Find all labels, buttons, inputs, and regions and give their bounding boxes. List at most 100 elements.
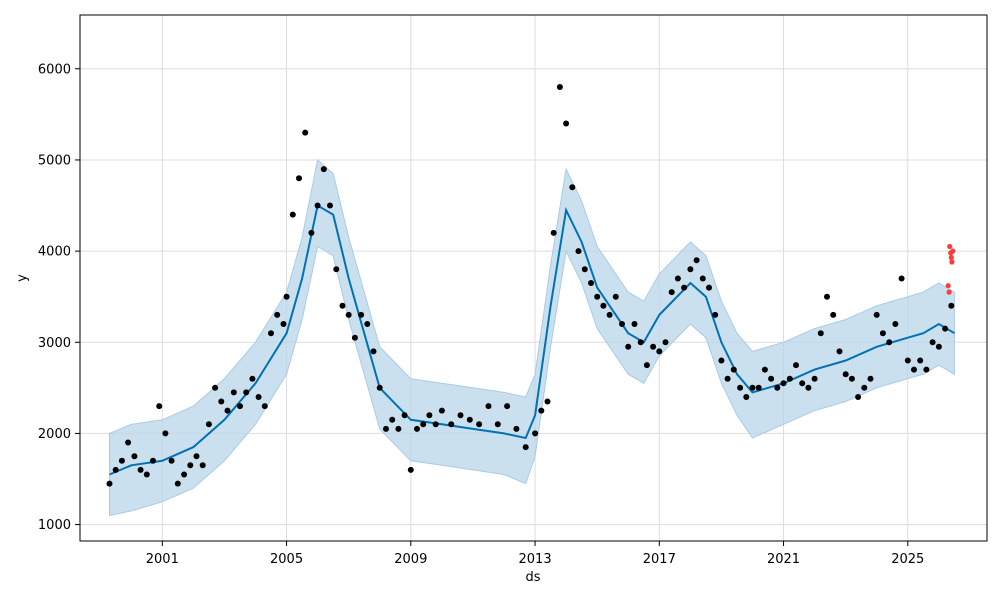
x-tick-label: 2005 xyxy=(270,552,303,567)
observed-point xyxy=(581,266,588,273)
observed-point xyxy=(389,416,396,423)
observed-point xyxy=(162,430,169,437)
observed-point xyxy=(426,412,433,419)
observed-point xyxy=(774,384,781,391)
observed-point xyxy=(383,425,389,432)
y-axis-label: y xyxy=(15,274,30,282)
observed-point xyxy=(625,343,632,350)
observed-point xyxy=(588,280,594,286)
observed-point xyxy=(929,339,936,346)
forecast-line-layer xyxy=(109,203,955,476)
observed-point xyxy=(550,229,557,236)
observed-point xyxy=(513,425,520,432)
x-axis-label: ds xyxy=(525,570,540,585)
outlier-point xyxy=(945,283,951,289)
observed-point xyxy=(643,362,650,369)
y-tick-label: 3000 xyxy=(38,336,71,351)
observed-point xyxy=(799,380,806,387)
outlier-point xyxy=(946,289,952,295)
observed-point xyxy=(181,471,188,478)
observed-point xyxy=(737,384,744,391)
observed-point xyxy=(283,293,290,300)
observed-point xyxy=(786,375,793,382)
observed-point xyxy=(249,375,256,382)
observed-point xyxy=(879,330,886,337)
observed-point xyxy=(401,412,408,419)
y-tick-label: 4000 xyxy=(38,245,71,260)
observed-point xyxy=(420,421,427,428)
observed-point xyxy=(333,266,340,273)
observed-point xyxy=(237,403,243,410)
observed-point xyxy=(706,284,712,291)
observed-point xyxy=(174,480,181,487)
observed-point xyxy=(544,398,551,405)
observed-point xyxy=(805,384,812,391)
observed-point xyxy=(212,384,219,391)
observed-point xyxy=(693,257,700,264)
outlier-points-layer xyxy=(945,243,956,295)
observed-point xyxy=(637,339,644,346)
observed-point xyxy=(848,375,855,382)
x-tick-label: 2009 xyxy=(394,552,427,567)
observed-point xyxy=(370,348,377,355)
observed-point xyxy=(289,211,296,218)
observed-point xyxy=(650,343,657,350)
observed-point xyxy=(187,462,194,469)
observed-point xyxy=(485,403,492,410)
observed-point xyxy=(811,375,818,382)
observed-point xyxy=(668,289,675,296)
observed-point xyxy=(600,302,607,309)
observed-point xyxy=(112,466,119,473)
observed-point xyxy=(193,453,200,460)
observed-point xyxy=(504,403,511,410)
observed-point xyxy=(327,202,333,209)
observed-point xyxy=(873,311,880,318)
observed-point xyxy=(137,466,144,473)
observed-point xyxy=(125,439,132,446)
observed-point xyxy=(432,421,439,428)
observed-point xyxy=(718,357,725,364)
observed-point xyxy=(861,384,868,391)
observed-point xyxy=(230,389,237,396)
uncertainty-band xyxy=(109,158,955,517)
observed-point xyxy=(911,366,917,373)
observed-point xyxy=(296,175,302,182)
observed-point xyxy=(687,266,694,273)
observed-point xyxy=(892,321,899,327)
observed-point xyxy=(156,403,163,410)
observed-point xyxy=(836,348,843,355)
observed-point xyxy=(662,339,669,346)
outlier-point xyxy=(948,254,954,261)
x-tick-label: 2025 xyxy=(891,552,924,567)
observed-point xyxy=(106,480,113,487)
observed-point xyxy=(150,457,156,464)
observed-point xyxy=(280,321,287,327)
observed-point xyxy=(457,412,464,419)
observed-point xyxy=(448,421,455,428)
uncertainty-band-layer xyxy=(109,158,955,517)
observed-point xyxy=(320,166,327,173)
observed-point xyxy=(314,202,321,209)
observed-point xyxy=(308,229,315,236)
observed-point xyxy=(768,375,775,382)
observed-point xyxy=(743,394,750,400)
observed-point xyxy=(575,248,582,255)
observed-point xyxy=(532,430,539,437)
x-tick-label: 2017 xyxy=(643,552,676,567)
observed-point xyxy=(824,293,830,300)
observed-point xyxy=(466,416,473,423)
observed-point xyxy=(942,325,949,332)
observed-point xyxy=(830,311,837,318)
observed-point xyxy=(730,366,737,373)
outlier-point xyxy=(949,259,955,265)
observed-point xyxy=(631,321,638,327)
observed-point xyxy=(612,293,619,300)
observed-point xyxy=(351,334,358,341)
observed-point xyxy=(199,462,206,469)
outlier-point xyxy=(947,243,953,250)
observed-point xyxy=(793,362,799,369)
y-tick-label: 5000 xyxy=(38,153,71,168)
observed-point xyxy=(674,275,681,282)
